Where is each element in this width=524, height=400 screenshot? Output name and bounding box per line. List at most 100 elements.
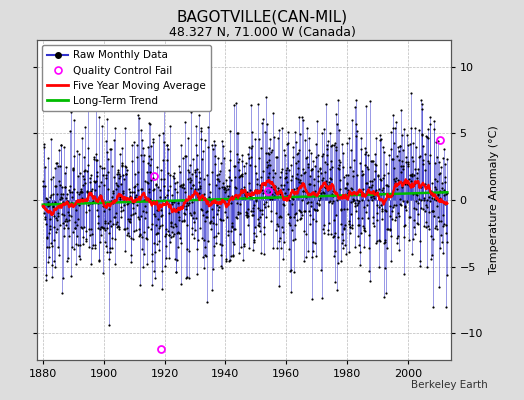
Point (388, 156, 396, 162)
Point (361, 145, 369, 151)
Point (90, 154, 99, 160)
Point (301, 168, 309, 175)
Point (339, 164, 347, 170)
Point (263, 214, 271, 220)
Point (103, 225, 112, 231)
Point (214, 178, 223, 184)
Point (380, 240, 388, 246)
Point (66, 128, 74, 135)
Point (300, 188, 309, 195)
Point (344, 218, 353, 224)
Point (99, 225, 107, 231)
Point (45, 230, 53, 236)
Point (364, 215, 373, 221)
Point (279, 201, 288, 208)
Point (80, 224, 89, 230)
Point (312, 154, 321, 160)
Point (85, 244, 93, 250)
Point (173, 230, 181, 236)
Point (269, 167, 277, 174)
Point (274, 134, 282, 141)
Point (137, 152, 145, 158)
Point (253, 188, 261, 194)
Point (278, 166, 286, 172)
Point (349, 196, 357, 202)
Point (168, 198, 177, 205)
Point (245, 244, 254, 251)
Point (424, 134, 432, 141)
Point (63, 199, 72, 205)
Point (298, 114, 307, 120)
Point (171, 186, 179, 192)
Point (347, 210, 355, 217)
Point (204, 144, 212, 150)
Point (439, 187, 447, 193)
Point (441, 201, 450, 208)
Point (378, 206, 386, 212)
Point (351, 104, 359, 110)
Point (161, 263, 169, 269)
Point (299, 170, 308, 176)
Point (199, 254, 207, 260)
Point (308, 166, 316, 172)
Point (428, 180, 436, 186)
Point (373, 217, 381, 223)
Point (113, 182, 122, 188)
Point (94, 113, 103, 120)
Point (121, 163, 129, 170)
Point (407, 154, 416, 160)
Point (146, 162, 154, 168)
Point (266, 162, 274, 168)
Point (264, 174, 272, 180)
Point (90, 244, 99, 251)
Point (232, 194, 240, 200)
Point (76, 189, 84, 196)
Point (233, 209, 242, 216)
Point (243, 189, 252, 196)
Point (186, 210, 194, 216)
Point (438, 179, 446, 186)
Point (206, 201, 215, 208)
Point (182, 274, 191, 281)
Point (128, 158, 136, 165)
Point (418, 106, 426, 112)
Point (276, 174, 285, 180)
Point (172, 269, 180, 275)
Point (340, 225, 348, 231)
Point (160, 194, 169, 200)
Point (286, 222, 294, 228)
Point (380, 239, 389, 246)
Point (91, 187, 99, 193)
Point (64, 209, 72, 216)
Point (196, 124, 205, 131)
Point (192, 123, 200, 130)
Point (303, 154, 311, 160)
Point (152, 182, 160, 188)
Point (121, 225, 129, 232)
Point (330, 142, 338, 148)
Point (366, 190, 374, 196)
Point (146, 143, 155, 149)
Point (424, 160, 433, 166)
Point (287, 288, 295, 295)
Point (341, 222, 350, 228)
Point (60, 224, 69, 231)
Point (292, 175, 300, 181)
Point (203, 208, 211, 214)
Point (158, 286, 167, 292)
Point (341, 242, 349, 248)
Point (394, 232, 402, 239)
Point (178, 218, 186, 224)
Point (153, 230, 161, 236)
Point (165, 232, 173, 238)
Point (409, 205, 418, 211)
Point (243, 210, 251, 216)
Point (203, 172, 212, 178)
Point (296, 177, 304, 183)
Point (161, 226, 170, 233)
Point (248, 143, 256, 150)
Point (50, 236, 58, 243)
Point (334, 260, 342, 266)
Point (104, 230, 113, 236)
Point (120, 196, 128, 202)
